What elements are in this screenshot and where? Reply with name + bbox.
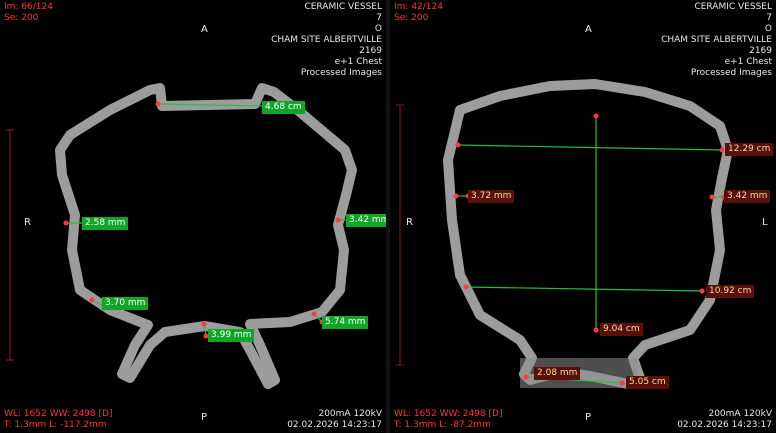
patient-info: CERAMIC VESSEL 7 O CHAM SITE ALBERTVILLE… (271, 2, 382, 79)
series-description: Processed Images (300, 68, 382, 78)
study-datetime: 02.02.2026 14:23:17 (677, 420, 772, 430)
orientation-right: R (406, 217, 413, 228)
acquisition-info: 200mA 120kV 02.02.2026 14:23:17 (677, 409, 772, 431)
orientation-posterior: P (585, 412, 592, 423)
acquisition-info: 200mA 120kV 02.02.2026 14:23:17 (287, 409, 382, 431)
series-number: Se: 200 (394, 13, 429, 23)
patient-field: 7 (766, 13, 772, 23)
patient-field: O (374, 24, 382, 34)
institution-name: CHAM SITE ALBERTVILLE (271, 35, 382, 45)
measurement-label[interactable]: 4.68 cm (262, 101, 305, 114)
measurement-label[interactable]: 2.08 mm (534, 367, 581, 380)
image-index: Im: 66/124 (4, 2, 53, 12)
exposure-params: 200mA 120kV (318, 409, 382, 419)
left-viewport[interactable]: Im: 66/124 Se: 200 CERAMIC VESSEL 7 O CH… (0, 0, 386, 433)
image-series-info: Im: 66/124 Se: 200 (4, 2, 53, 24)
measurement-label[interactable]: 3.42 mm (724, 190, 771, 203)
study-description: e+1 Chest (334, 57, 382, 67)
series-description: Processed Images (690, 68, 772, 78)
patient-info: CERAMIC VESSEL 7 O CHAM SITE ALBERTVILLE… (661, 2, 772, 79)
orientation-anterior: A (201, 24, 208, 35)
viewport-divider (386, 0, 390, 433)
measurement-label[interactable]: 10.92 cm (706, 285, 755, 298)
window-level-info: WL: 1652 WW: 2498 [D] T: 1.3mm L: -87.2m… (394, 409, 502, 431)
patient-field: O (764, 24, 772, 34)
orientation-posterior: P (201, 412, 208, 423)
study-datetime: 02.02.2026 14:23:17 (287, 420, 382, 430)
measurement-label[interactable]: 12.29 cm (725, 143, 774, 156)
slice-location: T: 1.3mm L: -117.2mm (4, 420, 107, 430)
right-viewport[interactable]: Im: 42/124 Se: 200 CERAMIC VESSEL 7 O CH… (390, 0, 776, 433)
orientation-left: L (762, 217, 768, 228)
right-ct-slice (396, 79, 733, 389)
institution-name: CHAM SITE ALBERTVILLE (661, 35, 772, 45)
patient-name: CERAMIC VESSEL (304, 2, 382, 12)
image-series-info: Im: 42/124 Se: 200 (394, 2, 443, 24)
measurement-label[interactable]: 3.99 mm (208, 329, 255, 342)
exposure-params: 200mA 120kV (708, 409, 772, 419)
slice-location: T: 1.3mm L: -87.2mm (394, 420, 491, 430)
patient-name: CERAMIC VESSEL (694, 2, 772, 12)
window-level: WL: 1652 WW: 2498 [D] (4, 409, 113, 419)
series-number: Se: 200 (4, 13, 39, 23)
study-description: e+1 Chest (724, 57, 772, 67)
window-level: WL: 1652 WW: 2498 [D] (394, 409, 503, 419)
orientation-right: R (24, 217, 31, 228)
window-level-info: WL: 1652 WW: 2498 [D] T: 1.3mm L: -117.2… (4, 409, 112, 431)
image-index: Im: 42/124 (394, 2, 443, 12)
measurement-label[interactable]: 5.05 cm (626, 376, 669, 389)
patient-field: 2169 (749, 46, 772, 56)
orientation-anterior: A (585, 24, 592, 35)
patient-field: 2169 (359, 46, 382, 56)
measurement-label[interactable]: 2.58 mm (82, 217, 129, 230)
measurement-label[interactable]: 3.42 mm (346, 214, 386, 227)
measurement-label[interactable]: 9.04 cm (600, 323, 643, 336)
measurement-label[interactable]: 3.72 mm (468, 190, 515, 203)
measurement-label[interactable]: 3.70 mm (102, 297, 149, 310)
measurement-label[interactable]: 5.74 mm (322, 316, 369, 329)
patient-field: 7 (376, 13, 382, 23)
